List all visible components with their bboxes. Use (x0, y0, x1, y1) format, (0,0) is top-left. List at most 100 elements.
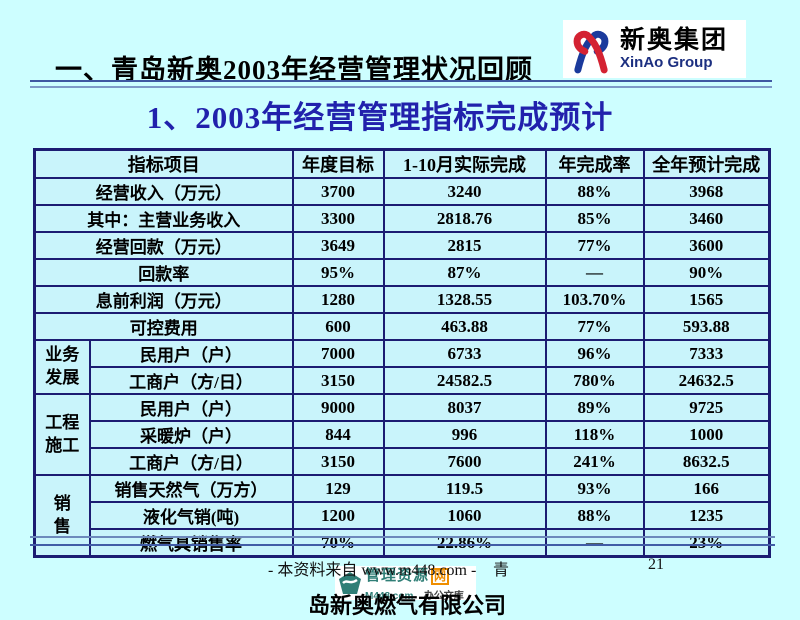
cell-value: 1200 (291, 501, 385, 530)
table-header-row: 指标项目 年度目标 1-10月实际完成 年完成率 全年预计完成 (33, 148, 771, 179)
table-row: 其中：主营业务收入 3300 2818.76 85% 3460 (33, 204, 771, 233)
cell-value: 3300 (291, 204, 385, 233)
cell-value: 7600 (382, 447, 547, 476)
cell-value: 9000 (291, 393, 385, 422)
cell-value: 8632.5 (642, 447, 771, 476)
cell-value: 9725 (642, 393, 771, 422)
cell-value: 241% (544, 447, 645, 476)
watermark-net-badge: 网 (431, 568, 450, 586)
cell-value: 1000 (642, 420, 771, 449)
cell-value: 1060 (382, 501, 547, 530)
cell-value: 88% (544, 177, 645, 206)
table-row: 业务 发展 民用户（户） 7000 6733 96% 7333 (33, 339, 771, 395)
cell-value: 89% (544, 393, 645, 422)
logo-name-cn: 新奥集团 (620, 27, 729, 54)
row-label: 经营回款（万元） (33, 231, 294, 260)
cell-value: 24582.5 (382, 366, 547, 395)
row-label: 民用户（户） (88, 339, 294, 368)
cell-value: 103.70% (544, 285, 645, 314)
table-row: 工商户（方/日） 3150 24582.5 780% 24632.5 (35, 366, 771, 395)
watermark-brand-text: 管理资源 (365, 568, 430, 585)
cell-value: 87% (382, 258, 547, 287)
row-label: 采暖炉（户） (88, 420, 294, 449)
group-cell-engineering-construction: 工程 施工 (33, 393, 91, 476)
cell-value: 23% (642, 528, 771, 558)
cell-value: 3150 (291, 366, 385, 395)
row-label: 经营收入（万元） (33, 177, 294, 206)
cell-value: 90% (642, 258, 771, 287)
cell-value: 95% (291, 258, 385, 287)
group-cell-business-development: 业务 发展 (33, 339, 91, 395)
footer-suffix-text: 青 (493, 562, 510, 579)
row-label: 可控费用 (33, 312, 294, 341)
table-row: 工商户（方/日） 3150 7600 241% 8632.5 (35, 447, 771, 476)
cell-value: 996 (382, 420, 547, 449)
column-header-indicator: 指标项目 (33, 148, 294, 179)
cell-value: 780% (544, 366, 645, 395)
cell-value: 7000 (291, 339, 385, 368)
watermark-library-text: 办公文库 (423, 591, 464, 603)
table-row: 燃气具销售率 70% 22.86% — 23% (35, 528, 771, 558)
cell-value: 166 (642, 474, 771, 503)
cell-value: 77% (544, 231, 645, 260)
cell-value: 3968 (642, 177, 771, 206)
footer-source-text: - 本资料来自 www.m448.com - (268, 562, 477, 579)
row-label: 其中：主营业务收入 (33, 204, 294, 233)
row-label: 工商户（方/日） (88, 366, 294, 395)
title-underline-primary (30, 80, 772, 82)
slide-subtitle: 1、2003年经营管理指标完成预计 (146, 100, 614, 135)
table-row: 销 售 销售天然气（万方） 129 119.5 93% 166 (33, 474, 771, 558)
watermark-domain-text: M448.com (365, 591, 414, 603)
cell-value: 85% (544, 204, 645, 233)
cell-value: 129 (291, 474, 385, 503)
cell-value: 600 (291, 312, 385, 341)
row-label: 液化气销(吨) (88, 501, 294, 530)
cell-value: 3150 (291, 447, 385, 476)
cell-value: 118% (544, 420, 645, 449)
cell-value: 844 (291, 420, 385, 449)
cell-value: 22.86% (382, 528, 547, 558)
column-header-completion-rate: 年完成率 (544, 148, 645, 179)
cell-value: 3240 (382, 177, 547, 206)
table-row: 液化气销(吨) 1200 1060 88% 1235 (35, 501, 771, 530)
table-row: 回款率 95% 87% — 90% (33, 258, 771, 287)
logo-name-en: XinAo Group (620, 54, 713, 71)
cell-value: 593.88 (642, 312, 771, 341)
column-header-actual-jan-oct: 1-10月实际完成 (382, 148, 547, 179)
xinao-ribbon-icon (573, 30, 609, 74)
group-cell-sales: 销 售 (33, 474, 91, 558)
logo-names: 新奥集团 XinAo Group (620, 28, 728, 70)
watermark-texts: 管理资源 网 M448.com 办公文库 (365, 568, 464, 603)
cell-value: 8037 (382, 393, 547, 422)
row-label: 燃气具销售率 (88, 528, 294, 558)
footer-continuation-text: 岛新奥燃气有限公司 (308, 593, 507, 618)
title-underline-secondary (30, 86, 772, 88)
cell-value: 7333 (642, 339, 771, 368)
cell-value: 77% (544, 312, 645, 341)
column-header-full-year-forecast: 全年预计完成 (642, 148, 771, 179)
row-label: 民用户（户） (88, 393, 294, 422)
footer-rule-primary (30, 536, 775, 538)
cell-value: 3460 (642, 204, 771, 233)
cell-value: 2815 (382, 231, 547, 260)
table-row: 经营收入（万元） 3700 3240 88% 3968 (33, 177, 771, 206)
watermark-box: 管理资源 网 M448.com 办公文库 (335, 566, 476, 603)
cell-value: 6733 (382, 339, 547, 368)
cell-value: 70% (291, 528, 385, 558)
cell-value: 3600 (642, 231, 771, 260)
cell-value: 1235 (642, 501, 771, 530)
table-row: 工程 施工 民用户（户） 9000 8037 89% 9725 (33, 393, 771, 476)
cell-value: 119.5 (382, 474, 547, 503)
cell-value: 463.88 (382, 312, 547, 341)
cell-value: 24632.5 (642, 366, 771, 395)
table-row: 可控费用 600 463.88 77% 593.88 (33, 312, 771, 341)
company-logo: 新奥集团 XinAo Group (563, 20, 746, 78)
cell-value: — (544, 528, 645, 558)
watermark-logo-icon (339, 572, 361, 594)
cell-value: 93% (544, 474, 645, 503)
cell-value: 1328.55 (382, 285, 547, 314)
cell-value: 1280 (291, 285, 385, 314)
cell-value: 1565 (642, 285, 771, 314)
row-label: 回款率 (33, 258, 294, 287)
table-row: 采暖炉（户） 844 996 118% 1000 (35, 420, 771, 449)
